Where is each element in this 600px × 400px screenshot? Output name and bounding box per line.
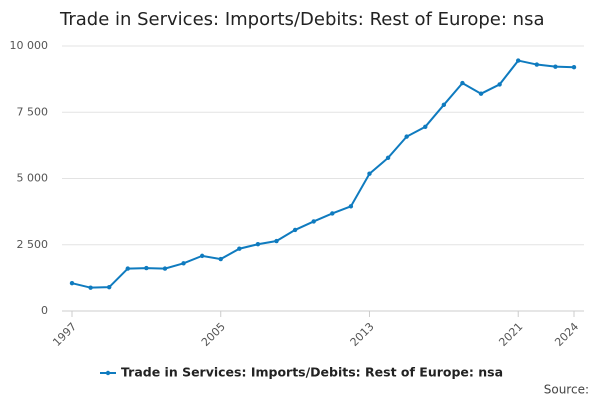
point [367,171,372,176]
point [144,265,149,271]
y-tick-label: 5 000 [17,172,49,185]
x-tick-label: 1997 [50,320,79,349]
x-tick-label: 2021 [496,320,525,349]
point [292,227,298,233]
y-tick-label: 7 500 [17,105,49,118]
point [274,238,279,244]
point [106,284,112,290]
point [460,80,465,86]
point [553,64,558,69]
point [385,155,391,161]
chart-title: Trade in Services: Imports/Debits: Rest … [59,9,545,30]
point [534,62,540,67]
point [330,211,335,216]
point [311,219,316,224]
y-tick-label: 0 [41,304,48,317]
source: Source: [544,383,589,397]
x-tick-label: 2013 [348,320,377,349]
point [125,266,130,271]
legend-label: Trade in Services: Imports/Debits: Rest … [121,365,503,380]
point [218,256,223,262]
point [237,246,242,251]
point [162,266,168,271]
x-tick-label: 2005 [199,320,228,349]
line [71,59,575,289]
point [404,134,409,139]
point [69,280,75,286]
x-tick-label: 2024 [552,320,581,349]
point [88,285,93,290]
point [348,204,354,209]
point [571,65,577,70]
point [181,261,186,266]
point [423,124,428,130]
y-tick-label: 2 500 [17,238,49,251]
point [199,253,205,259]
point [516,58,521,63]
point [441,102,447,108]
legend-marker [105,370,111,376]
point [497,82,502,87]
point [478,91,484,96]
y-tick-label: 10 000 [10,39,49,52]
point [255,242,261,247]
